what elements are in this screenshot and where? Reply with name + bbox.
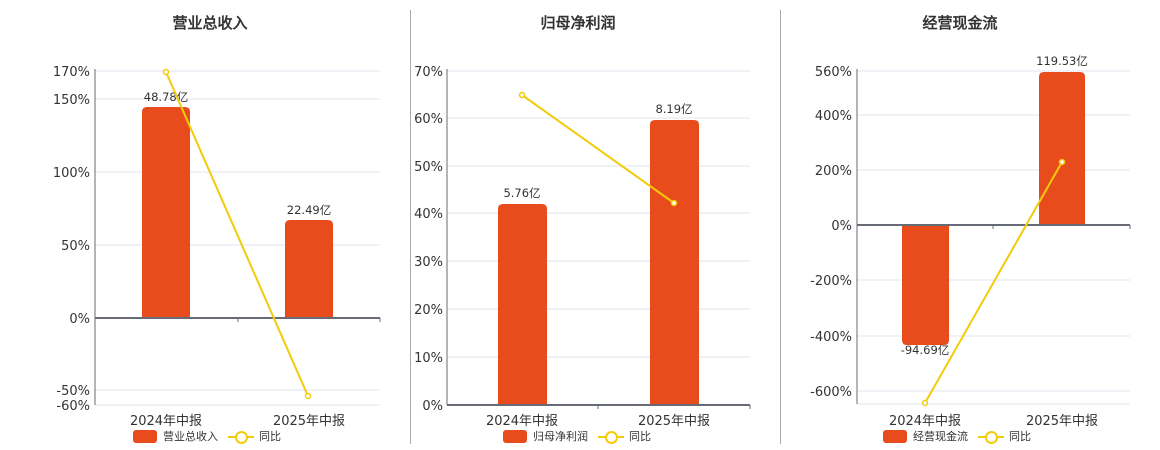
bar-label: 48.78亿	[144, 90, 188, 104]
svg-text:40%: 40%	[414, 207, 443, 222]
grid-lines	[95, 70, 380, 406]
panel-divider	[780, 10, 781, 444]
yoy-point[interactable]	[921, 399, 929, 407]
chart-plot-net-profit: 70% 60% 50% 40% 30% 20% 10% 0% 5.76亿 8.1…	[414, 65, 751, 429]
bar-2025[interactable]	[1039, 72, 1085, 225]
svg-text:20%: 20%	[414, 303, 443, 318]
yoy-point[interactable]	[162, 68, 170, 76]
chart-panel-revenue: 营业总收入 170% 150% 100% 50% 0% -50% -60% 48…	[0, 0, 400, 450]
svg-text:30%: 30%	[414, 255, 443, 270]
svg-text:-600%: -600%	[810, 385, 852, 400]
bar-2024[interactable]	[902, 225, 949, 345]
svg-text:0%: 0%	[831, 219, 852, 234]
bar-label: 5.76亿	[503, 186, 540, 200]
svg-text:170%: 170%	[53, 65, 90, 80]
legend-line-icon[interactable]	[598, 430, 624, 444]
svg-text:0%: 0%	[422, 399, 443, 414]
legend-bar-swatch[interactable]	[883, 429, 907, 443]
bar-2025[interactable]	[285, 220, 333, 318]
svg-text:0%: 0%	[69, 312, 90, 327]
chart-panel-net-profit: 归母净利润 70% 60% 50% 40% 30% 20% 10% 0% 5.7…	[400, 0, 780, 450]
yoy-point[interactable]	[518, 91, 526, 99]
svg-text:560%: 560%	[815, 65, 852, 80]
legend-bar-label[interactable]: 经营现金流	[913, 430, 968, 443]
chart-title: 归母净利润	[540, 14, 616, 32]
svg-text:400%: 400%	[815, 109, 852, 124]
svg-text:200%: 200%	[815, 164, 852, 179]
y-tick-labels: 170% 150% 100% 50% 0% -50% -60%	[53, 65, 90, 414]
yoy-point[interactable]	[304, 392, 312, 400]
grid-lines	[447, 70, 750, 358]
yoy-point[interactable]	[670, 199, 678, 207]
chart-panel-operating-cash-flow: 经营现金流 560% 400% 200% 0% -200% -400% -600…	[780, 0, 1160, 450]
x-label: 2024年中报	[486, 414, 558, 429]
x-label: 2025年中报	[1026, 414, 1098, 429]
svg-text:-50%: -50%	[56, 384, 90, 399]
legend-bar-label[interactable]: 归母净利润	[533, 430, 588, 443]
svg-text:50%: 50%	[414, 160, 443, 175]
legend-bar-label[interactable]: 营业总收入	[163, 430, 218, 443]
svg-text:100%: 100%	[53, 166, 90, 181]
bar-2025[interactable]	[650, 120, 699, 405]
yoy-point[interactable]	[1058, 158, 1066, 166]
yoy-line	[165, 71, 309, 397]
bar-label: 119.53亿	[1036, 54, 1088, 68]
svg-text:150%: 150%	[53, 93, 90, 108]
legend-line-icon[interactable]	[228, 430, 254, 444]
legend-bar-swatch[interactable]	[133, 429, 157, 443]
y-tick-labels: 560% 400% 200% 0% -200% -400% -600%	[810, 65, 852, 400]
legend-line-label[interactable]: 同比	[629, 430, 651, 443]
x-label: 2025年中报	[638, 414, 710, 429]
chart-title: 经营现金流	[922, 14, 998, 32]
svg-text:-60%: -60%	[56, 399, 90, 414]
bar-label: 8.19亿	[655, 102, 692, 116]
bar-label: 22.49亿	[287, 203, 331, 217]
legend-line-icon[interactable]	[978, 430, 1004, 444]
bar-label: -94.69亿	[901, 343, 950, 357]
svg-text:-400%: -400%	[810, 330, 852, 345]
legend: 归母净利润 同比	[503, 428, 651, 444]
bar-2024[interactable]	[498, 204, 547, 405]
yoy-line	[924, 161, 1063, 404]
svg-text:-200%: -200%	[810, 274, 852, 289]
bar-2024[interactable]	[142, 107, 190, 318]
chart-plot-revenue: 170% 150% 100% 50% 0% -50% -60% 48.78亿 2…	[53, 65, 381, 429]
x-label: 2024年中报	[130, 414, 202, 429]
legend-line-label[interactable]: 同比	[259, 430, 281, 443]
x-label: 2024年中报	[889, 414, 961, 429]
svg-text:10%: 10%	[414, 351, 443, 366]
chart-title: 营业总收入	[172, 14, 248, 32]
chart-plot-cash-flow: 560% 400% 200% 0% -200% -400% -600% -94.…	[810, 54, 1131, 429]
grid-lines	[857, 70, 1130, 405]
y-tick-labels: 70% 60% 50% 40% 30% 20% 10% 0%	[414, 65, 443, 414]
legend-bar-swatch[interactable]	[503, 429, 527, 443]
yoy-line	[521, 94, 675, 204]
svg-text:60%: 60%	[414, 112, 443, 127]
svg-text:50%: 50%	[61, 239, 90, 254]
legend-line-label[interactable]: 同比	[1009, 430, 1031, 443]
panel-divider	[410, 10, 411, 444]
x-label: 2025年中报	[273, 414, 345, 429]
legend: 营业总收入 同比	[133, 428, 281, 444]
svg-text:70%: 70%	[414, 65, 443, 80]
legend: 经营现金流 同比	[883, 428, 1031, 444]
